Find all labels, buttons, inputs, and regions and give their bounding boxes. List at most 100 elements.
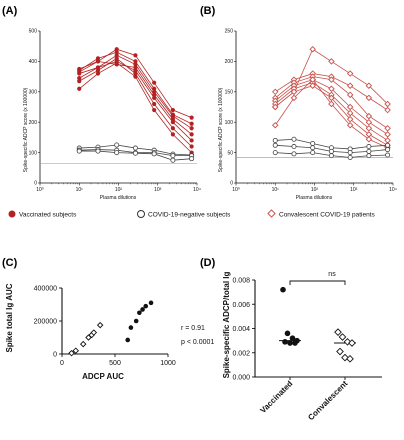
- panel-a-xtick-label: 10²: [115, 187, 123, 193]
- panel-c-xtick-label: 500: [109, 360, 121, 367]
- panel-b-ytick-label: 50: [227, 150, 233, 156]
- panel-b-point: [385, 147, 391, 153]
- panel-b-point: [346, 91, 354, 99]
- panel-b-point: [272, 88, 279, 96]
- panel-b-point: [365, 118, 373, 126]
- panel-a-point: [133, 62, 138, 67]
- panel-b-ylabel: Spike-specific ADCP score (x 100000): [218, 87, 224, 172]
- legend-convalescent-label: Convalescent COVID-19 patients: [279, 212, 375, 219]
- panel-a-point: [170, 107, 175, 113]
- panel-a-xlabel: Plasma dilutions: [100, 195, 137, 201]
- panel-a-point: [95, 68, 101, 73]
- panel-b-point: [310, 140, 316, 146]
- panel-d-point-convalescent: [346, 354, 354, 363]
- panel-c-xlabel: ADCP AUC: [82, 372, 124, 381]
- panel-b-point: [346, 115, 354, 123]
- panel-b-point: [328, 85, 335, 92]
- panel-b-point: [365, 82, 373, 89]
- panel-a-point: [189, 126, 194, 131]
- panel-b-point: [310, 150, 316, 156]
- panel-d-point-vaccinated: [287, 340, 293, 346]
- panel-b-point: [290, 88, 298, 96]
- panel-a-point: [114, 50, 119, 55]
- panel-c-point-vaccinated: [125, 337, 131, 343]
- panel-a-point: [114, 60, 119, 66]
- panel-b-point: [328, 76, 335, 83]
- panel-b-point: [347, 150, 353, 156]
- panel-c-xtick-label: 0: [60, 360, 64, 367]
- panel-b-point: [272, 103, 279, 111]
- panel-b-point: [328, 100, 335, 108]
- panel-b-point: [384, 106, 391, 114]
- panel-d-point-convalescent: [334, 328, 342, 336]
- panel-c-point-convalescent: [79, 340, 87, 348]
- panel-a-point: [95, 59, 101, 64]
- panel-a-point: [95, 65, 101, 70]
- panel-c-point-vaccinated: [143, 303, 149, 309]
- panel-c-point-convalescent: [72, 347, 80, 354]
- panel-a-point: [95, 56, 101, 61]
- panel-a-point: [170, 120, 175, 125]
- panel-b-xtick-label: 10⁰: [232, 187, 240, 193]
- panel-d-point-vaccinated: [289, 335, 296, 342]
- panel-b-point: [309, 46, 316, 53]
- panel-c-point-convalescent: [68, 349, 75, 357]
- panel-b-point: [384, 100, 391, 108]
- panel-b-point: [272, 122, 279, 129]
- panel-a-point: [95, 148, 101, 154]
- panel-a-point: [189, 156, 195, 162]
- panel-d-category-label: Convalescent: [306, 379, 349, 422]
- panel-c-point-vaccinated: [133, 318, 139, 324]
- panel-b-xtick-label: 10³: [350, 187, 358, 193]
- panel-a-point: [77, 79, 82, 84]
- panel-a-point: [114, 47, 119, 52]
- panel-d-point-vaccinated: [292, 340, 298, 346]
- panel-b-point: [328, 153, 334, 159]
- panel-d-point-vaccinated: [280, 286, 286, 293]
- panel-b-ytick-label: 200: [225, 59, 234, 65]
- panel-c-point-vaccinated: [128, 325, 134, 330]
- panel-d-ytick-label: 0.004: [232, 326, 250, 333]
- legend-convalescent-marker: [267, 209, 276, 218]
- panel-d-point-convalescent: [343, 338, 352, 346]
- panel-b-point: [328, 58, 335, 65]
- panel-b-point: [365, 125, 373, 132]
- panel-a-point: [133, 68, 138, 73]
- panel-a-point: [114, 142, 120, 148]
- panel-b-point: [366, 144, 372, 150]
- panel-b-point: [347, 154, 353, 160]
- panel-b-point: [384, 131, 391, 138]
- panel-c-r-value: r = 0.91: [181, 325, 205, 332]
- panel-a-xtick-label: 10⁰: [36, 187, 44, 193]
- panel-d-ytick-label: 0.008: [232, 278, 250, 285]
- panel-b-xtick-label: 10¹: [272, 187, 280, 193]
- panel-a-xtick-label: 10⁴: [193, 187, 201, 193]
- panel-letter-c: (C): [2, 257, 18, 269]
- panel-b-xlabel: Plasma dilutions: [296, 195, 333, 201]
- panel-d-ytick-label: 0.000: [232, 375, 250, 382]
- panel-a-xtick-label: 10¹: [76, 187, 84, 193]
- panel-a-point: [114, 56, 119, 61]
- panel-d-significance-bracket: [289, 280, 346, 285]
- panel-c-point-convalescent: [90, 329, 98, 336]
- panel-c-p-value: p < 0.0001: [181, 339, 214, 346]
- panel-b-point: [384, 125, 391, 132]
- panel-b-point: [272, 150, 278, 156]
- panel-b-point: [365, 94, 373, 102]
- panel-c-point-vaccinated: [148, 300, 154, 306]
- panel-a-point: [77, 76, 82, 81]
- panel-b-point: [346, 103, 354, 111]
- panel-a-point: [152, 101, 157, 107]
- plot-layer: 0 100 200 300 400 500 10⁰ 10¹ 10² 10³ 10⁴ 0 50 100 150…: [29, 29, 397, 423]
- panel-b-point: [365, 112, 373, 120]
- panel-b-point: [310, 145, 316, 151]
- panel-d-point-convalescent: [336, 347, 344, 356]
- panel-letter-d: (D): [200, 257, 216, 269]
- panel-b-point: [291, 151, 297, 157]
- panel-a-point: [189, 121, 194, 126]
- panel-b-ytick-label: 150: [225, 90, 234, 96]
- panel-a-ytick-label: 0: [34, 181, 37, 187]
- panel-a-point: [189, 115, 194, 120]
- panel-a-point: [152, 80, 157, 85]
